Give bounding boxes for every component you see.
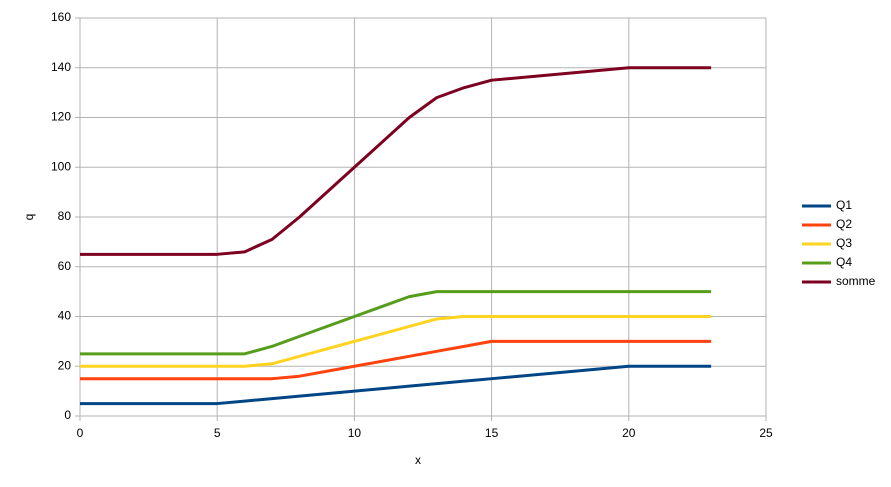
- series-line: [80, 290, 712, 356]
- series-line: [80, 339, 712, 381]
- x-tick-label: 0: [77, 426, 84, 440]
- series-line: [80, 315, 712, 368]
- x-tick-label: 10: [348, 426, 362, 440]
- y-tick-label: 100: [51, 159, 71, 173]
- x-tick-label: 5: [214, 426, 221, 440]
- y-axis-label: q: [22, 214, 36, 221]
- y-tick-label: 120: [51, 110, 71, 124]
- x-tick-label: 25: [759, 426, 773, 440]
- y-tick-label: 160: [51, 10, 71, 24]
- x-tick-label: 20: [622, 426, 636, 440]
- y-tick-label: 40: [58, 309, 72, 323]
- x-tick-label: 15: [485, 426, 499, 440]
- series-line: [80, 66, 712, 256]
- y-tick-label: 80: [58, 209, 72, 223]
- y-tick-label: 0: [64, 408, 71, 422]
- y-tick-label: 140: [51, 60, 71, 74]
- legend-label: Q4: [836, 255, 852, 269]
- legend-label: Q3: [836, 236, 852, 250]
- y-tick-label: 60: [58, 259, 72, 273]
- x-axis-label: x: [415, 453, 421, 467]
- y-tick-label: 20: [58, 358, 72, 372]
- legend-label: Q2: [836, 217, 852, 231]
- legend-label: Q1: [836, 198, 852, 212]
- legend-label: somme: [836, 274, 876, 288]
- series-line: [80, 364, 712, 406]
